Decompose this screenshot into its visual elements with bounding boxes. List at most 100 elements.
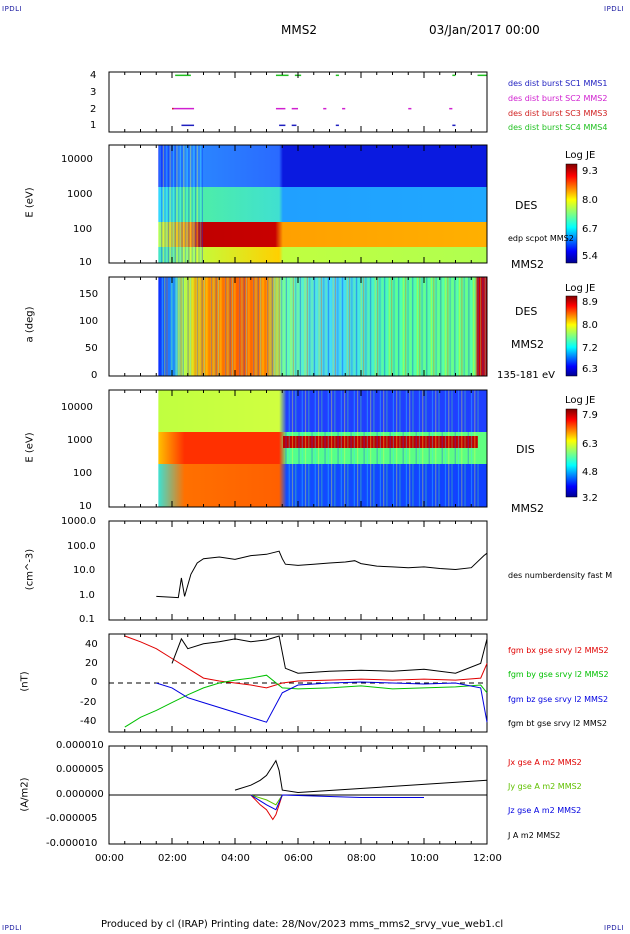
density-ytick-1: 1.0 xyxy=(79,590,95,601)
spectrogram-stripe xyxy=(421,277,423,376)
spectrogram-stripe xyxy=(295,390,297,507)
dis-e-ytick-100: 100 xyxy=(73,468,93,479)
dis-ion-band xyxy=(283,436,478,448)
spectrogram-stripe xyxy=(311,277,313,376)
spectrogram-stripe xyxy=(304,390,307,507)
spectrogram-stripe xyxy=(304,277,306,376)
spectrogram-stripe xyxy=(454,277,456,376)
colorbar-des-energy-t2: 8.0 xyxy=(582,195,598,206)
spectrogram-stripe xyxy=(461,277,463,376)
spectrogram-stripe xyxy=(169,145,171,263)
spectrogram-stripe xyxy=(306,277,309,376)
spectrogram-stripe xyxy=(477,277,479,376)
density-ytick-100: 100.0 xyxy=(67,541,96,552)
spectrogram-stripe xyxy=(253,277,255,376)
spectrogram-stripe xyxy=(389,390,391,507)
spectrogram-stripe xyxy=(161,277,163,376)
colorbar-des-pitch-t4: 6.3 xyxy=(582,364,598,375)
spectrogram-stripe xyxy=(231,277,234,376)
bfield-series-line xyxy=(124,674,488,728)
spectrogram-stripe xyxy=(192,277,194,376)
spectrogram-stripe xyxy=(440,277,442,376)
spectrogram-stripe xyxy=(285,390,287,507)
spectrogram-stripe xyxy=(318,277,320,376)
spectrogram-stripe xyxy=(200,145,202,263)
dis-e-ytick-10000: 10000 xyxy=(61,402,93,413)
spectrogram-stripe xyxy=(194,277,196,376)
density-ytick-10: 10.0 xyxy=(73,565,96,576)
spectrogram-stripe xyxy=(444,277,447,376)
spectrogram-stripe xyxy=(377,277,379,376)
spectrogram-stripe xyxy=(373,390,375,507)
spectrogram-stripe xyxy=(402,390,404,507)
spectrogram-stripe xyxy=(344,277,346,376)
spectrogram-stripe xyxy=(337,390,339,507)
density-ylabel: (cm^-3) xyxy=(24,548,36,591)
spectrogram-stripe xyxy=(291,390,294,507)
spectrogram-stripe xyxy=(215,277,217,376)
current-ytick-1: 0.000010 xyxy=(56,740,104,751)
spectrogram-stripe xyxy=(171,145,173,263)
spectrogram-stripe xyxy=(290,277,292,376)
spectrogram-stripe xyxy=(297,277,299,376)
spectrogram-stripe xyxy=(330,390,333,507)
spectrogram-stripe xyxy=(302,277,304,376)
spectrogram-stripe xyxy=(191,145,193,263)
spectrogram-stripe xyxy=(278,277,280,376)
bfield-ylabel: (nT) xyxy=(19,671,31,692)
bfield-series-line xyxy=(156,681,488,723)
spectrogram-stripe xyxy=(482,277,484,376)
spectrogram-stripe xyxy=(185,277,187,376)
density-ytick-0.1: 0.1 xyxy=(79,614,95,625)
spectrogram-stripe xyxy=(374,277,376,376)
xtick-0200: 02:00 xyxy=(158,853,187,864)
dis-e-ytick-1000: 1000 xyxy=(67,435,93,446)
spectrogram-stripe xyxy=(208,277,210,376)
spectrogram-stripe xyxy=(365,277,367,376)
burst-legend-sc1: des dist burst SC1 MMS1 xyxy=(508,79,608,88)
spectrogram-stripe xyxy=(435,277,437,376)
spectrogram-stripe xyxy=(474,390,476,507)
spectrogram-stripe xyxy=(189,277,192,376)
spectrogram-stripe xyxy=(416,277,418,376)
des-pa-ytick-100: 100 xyxy=(79,316,99,327)
bfield-ytick-40: 40 xyxy=(85,639,98,650)
spectrogram-stripe xyxy=(475,277,477,376)
bfield-ytick-m20: -20 xyxy=(80,697,97,708)
density-ytick-1000: 1000.0 xyxy=(61,516,96,527)
spectrogram-stripe xyxy=(334,277,337,376)
xtick-0800: 08:00 xyxy=(347,853,376,864)
panel-des-energy xyxy=(108,144,488,264)
spectrogram-stripe xyxy=(351,277,353,376)
spectrogram-stripe xyxy=(195,145,197,263)
spectrogram-stripe xyxy=(422,390,424,507)
spectrogram-stripe xyxy=(428,390,430,507)
current-series-line xyxy=(250,794,283,806)
spectrogram-stripe xyxy=(423,277,426,376)
spectrogram-stripe xyxy=(288,390,290,507)
spectrogram-stripe xyxy=(393,277,395,376)
spectrogram-stripe xyxy=(409,390,411,507)
spectrogram-stripe xyxy=(325,277,327,376)
spectrogram-stripe xyxy=(340,390,342,507)
spectrogram-stripe xyxy=(248,277,250,376)
spectrogram-stripe xyxy=(391,277,393,376)
bfield-ytick-20: 20 xyxy=(85,658,98,669)
bfield-legend-by: fgm by gse srvy l2 MMS2 xyxy=(508,670,609,679)
spectrogram-stripe xyxy=(309,277,311,376)
colorbar-des-pitch-t2: 8.0 xyxy=(582,320,598,331)
spectrogram-stripe xyxy=(418,390,421,507)
spectrogram-stripe xyxy=(167,145,170,263)
spectrogram-stripe xyxy=(355,277,358,376)
spectrogram-stripe xyxy=(402,277,404,376)
density-line xyxy=(156,550,488,599)
des-pitch-spectrogram xyxy=(109,277,487,376)
spectrogram-stripe xyxy=(379,277,381,376)
spectrogram-stripe xyxy=(317,390,320,507)
spectrogram-stripe xyxy=(168,277,170,376)
spectrogram-stripe xyxy=(321,390,323,507)
spectrogram-stripe xyxy=(392,390,395,507)
colorbar-des-pitch-title: Log JE xyxy=(565,283,596,294)
burst-ytick-2: 2 xyxy=(90,104,97,115)
spectrogram-stripe xyxy=(203,277,206,376)
